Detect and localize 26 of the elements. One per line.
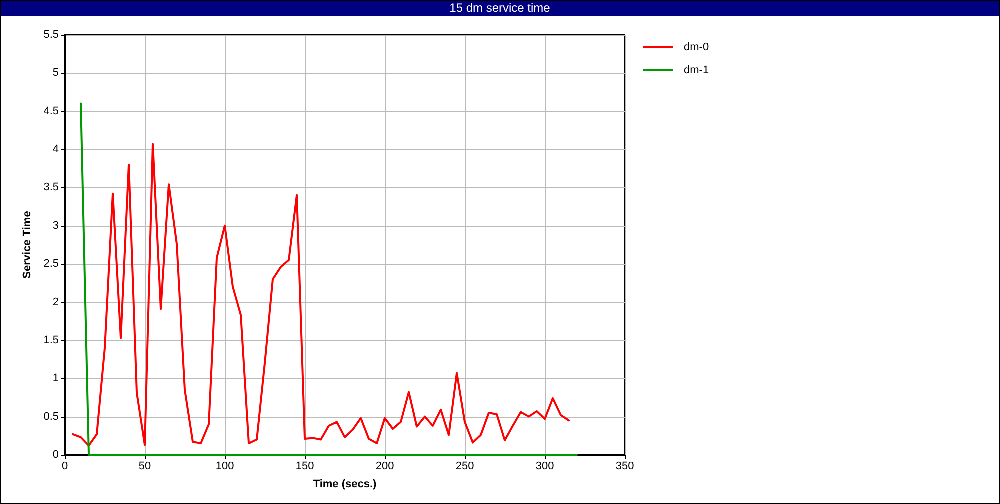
x-tick-label: 200	[376, 460, 394, 472]
y-tick-label: 0.5	[44, 410, 59, 423]
y-tick-label: 3	[52, 220, 59, 232]
x-tick-label: 0	[62, 460, 68, 472]
legend-label: dm-1	[684, 64, 710, 76]
y-tick-label: 1	[52, 372, 59, 385]
y-tick-label: 5.5	[44, 29, 59, 41]
y-tick-label: 2.5	[44, 258, 59, 270]
y-axis-title: Service Time	[21, 211, 34, 279]
y-tick-label: 0	[52, 449, 59, 461]
x-tick-label: 50	[138, 460, 152, 472]
x-tick-label: 250	[456, 460, 474, 472]
y-tick-label: 1.5	[44, 334, 59, 346]
line-series	[72, 143, 570, 447]
x-axis-title: Time (secs.)	[313, 478, 378, 490]
x-tick-label: 100	[216, 460, 234, 472]
x-tick-label: 350	[616, 460, 634, 472]
chart-title: 15 dm service time	[0, 0, 1000, 16]
y-tick-label: 4	[52, 144, 59, 156]
x-tick-label: 150	[296, 460, 314, 472]
x-tick-label: 300	[536, 460, 554, 472]
y-tick-label: 4.5	[44, 105, 59, 118]
legend-label: dm-0	[684, 42, 710, 54]
y-tick-label: 2	[52, 296, 59, 308]
y-tick-label: 5	[52, 67, 59, 80]
y-tick-label: 3.5	[44, 182, 59, 194]
